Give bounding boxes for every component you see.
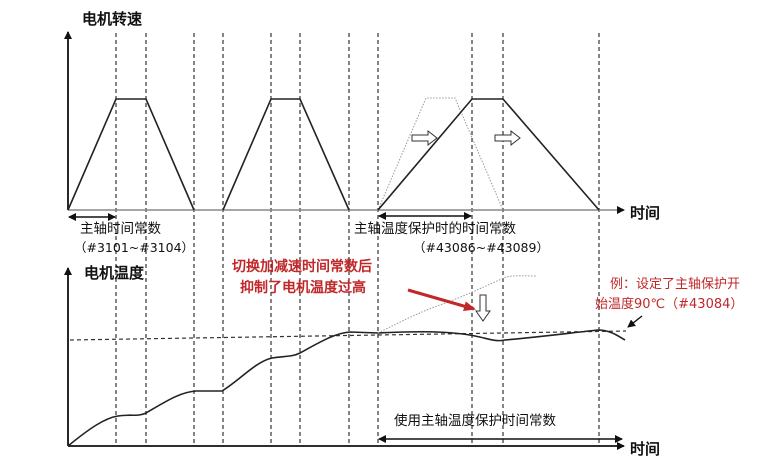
protect-time-params: （#43086~#43089） [413, 240, 549, 255]
speed-profile-1 [67, 98, 195, 211]
protect-range-label: 使用主轴温度保护时间常数 [394, 412, 556, 429]
threshold-line [69, 330, 627, 341]
shift-right-arrow-icon [494, 129, 521, 147]
speed-xlabel: 时间 [630, 204, 660, 222]
annotation-line2: 抑制了电机温度过高 [240, 279, 366, 296]
speed-chart: 电机转速 时间 主轴时间常数 （#3101~#3104） 主轴温度保护时的时间常… [64, 10, 660, 255]
time-guides [115, 33, 600, 446]
normal-time-label: 主轴时间常数 [80, 221, 161, 237]
temp-ylabel: 电机温度 [84, 264, 145, 282]
threshold-pointer-arrow [627, 315, 643, 328]
annotation-line1: 切换加减速时间常数后 [232, 258, 372, 275]
speed-profile-2 [222, 98, 350, 211]
temperature-curve-without-protection [377, 275, 537, 334]
threshold-label-line2: 始温度90℃（#43084） [595, 296, 743, 312]
annotation-arrow [407, 288, 476, 312]
down-arrow-icon [475, 294, 491, 322]
speed-ylabel: 电机转速 [82, 10, 142, 28]
temperature-chart: 电机温度 时间 切换加减速时间常数后 抑制了电机温度过高 例：设定了主轴保护开 … [64, 258, 743, 458]
normal-time-params: （#3101~#3104） [74, 240, 194, 255]
shift-right-arrow-icon [411, 129, 438, 147]
temperature-curve [67, 329, 626, 447]
threshold-label-line1: 例：设定了主轴保护开 [610, 277, 740, 292]
temp-xlabel: 时间 [630, 440, 660, 458]
protect-time-label: 主轴温度保护时的时间常数 [354, 221, 516, 237]
speed-profile-original [377, 97, 504, 211]
speed-profile-protected [377, 98, 600, 211]
